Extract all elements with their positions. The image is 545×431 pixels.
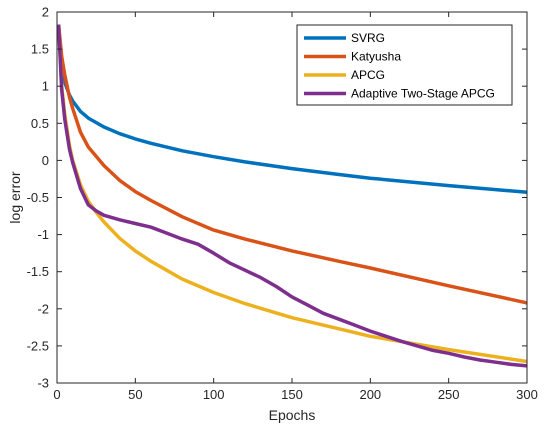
y-tick-label: 0: [42, 153, 49, 168]
series-layer: [56, 24, 528, 368]
y-tick-label: -3: [37, 376, 49, 391]
y-axis-label: log error: [7, 171, 23, 223]
series-line-1: [56, 24, 528, 305]
legend: SVRG Katyusha APCG Adaptive Two-Stage APCG: [296, 24, 513, 106]
x-axis-label: Epochs: [269, 407, 316, 423]
y-tick-label: -0.5: [27, 190, 49, 205]
x-tick-label: 0: [53, 387, 60, 402]
x-tick-label: 100: [203, 387, 225, 402]
y-tick-label: 2: [42, 5, 49, 20]
x-tick-label: 200: [359, 387, 381, 402]
y-tick-label: -2.5: [27, 338, 49, 353]
y-tick-label: -2: [37, 301, 49, 316]
y-tick-label: -1.5: [27, 264, 49, 279]
y-tick-label: 1.5: [31, 42, 49, 57]
legend-label-2: APCG: [351, 68, 385, 82]
legend-label-3: Adaptive Two-Stage APCG: [351, 87, 495, 101]
legend-label-1: Katyusha: [351, 50, 401, 64]
y-tick-label: 0.5: [31, 116, 49, 131]
y-tick-label: -1: [37, 227, 49, 242]
x-tick-label: 50: [128, 387, 142, 402]
x-tick-label: 250: [438, 387, 460, 402]
legend-label-0: SVRG: [351, 31, 385, 45]
ticks-layer: 0 50 100 150 200 250 300 -3 -2.5 -2 -1.5 -1 -0.5 0 0.5…: [27, 5, 538, 403]
x-tick-label: 150: [281, 387, 303, 402]
series-line-3: [56, 24, 528, 368]
y-tick-label: 1: [42, 79, 49, 94]
x-tick-label: 300: [516, 387, 538, 402]
